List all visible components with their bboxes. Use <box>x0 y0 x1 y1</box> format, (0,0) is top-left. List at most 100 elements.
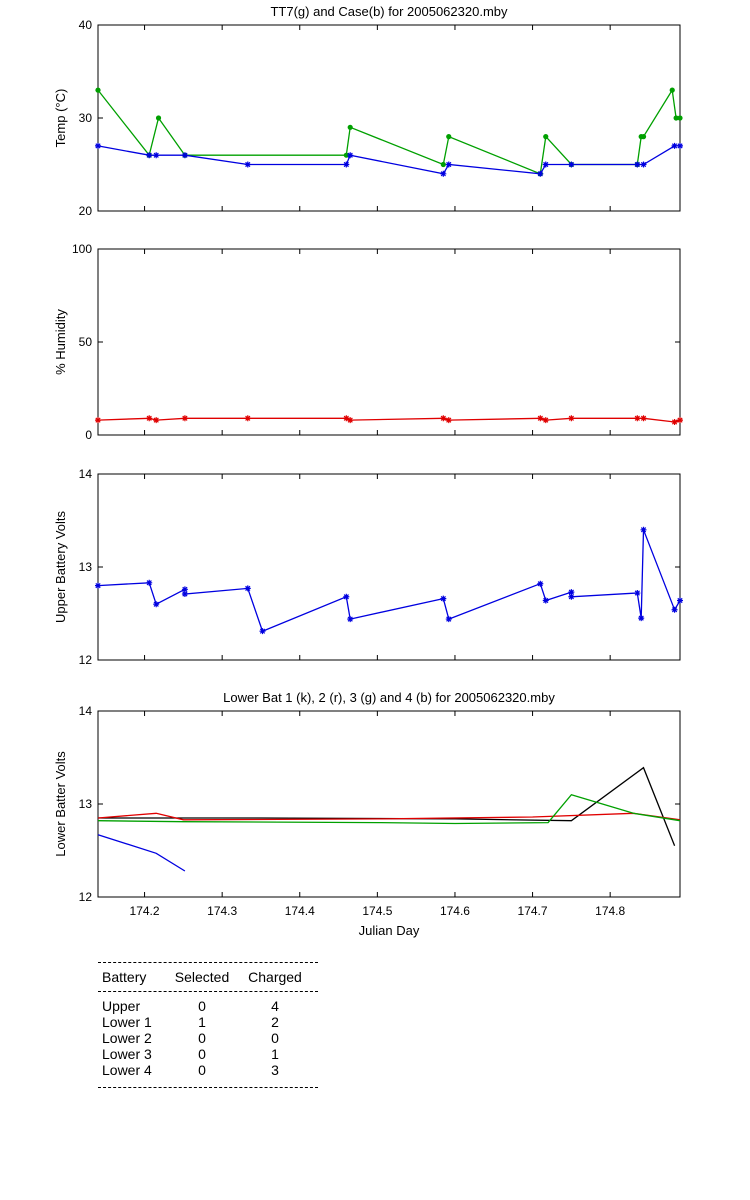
y-tick-label: 12 <box>79 653 93 667</box>
charged-count: 3 <box>271 1062 279 1078</box>
data-point <box>343 152 349 158</box>
data-point <box>677 142 683 149</box>
data-point <box>671 142 678 149</box>
y-axis-label: % Humidity <box>53 309 68 375</box>
data-point <box>95 582 101 589</box>
data-point <box>542 597 549 604</box>
x-tick-label: 174.6 <box>440 904 470 918</box>
data-point <box>343 593 350 600</box>
data-point <box>677 115 683 121</box>
charged-count: 1 <box>271 1046 279 1062</box>
data-point <box>440 595 447 602</box>
data-point <box>440 415 447 422</box>
series-line <box>97 88 680 175</box>
series-line <box>97 793 681 825</box>
y-tick-label: 14 <box>79 467 93 481</box>
table-row: Lower 1 1 2 <box>98 1014 318 1030</box>
y-tick-label: 0 <box>85 428 92 442</box>
data-point <box>638 615 645 622</box>
selected-count: 0 <box>198 998 206 1014</box>
data-point <box>537 170 544 177</box>
data-point <box>640 161 647 168</box>
table-bottom-rule <box>98 1087 318 1088</box>
data-point <box>537 415 544 422</box>
y-axis-label: Upper Battery Volts <box>53 511 68 623</box>
series-2 <box>95 142 683 177</box>
selected-count: 1 <box>198 1014 206 1030</box>
header-battery: Battery <box>102 969 147 985</box>
data-point <box>446 134 452 140</box>
data-point <box>543 134 549 140</box>
x-tick-label: 174.8 <box>595 904 625 918</box>
chart-panel-1: 20 30 40 TT7(g) and Case(b) for 2005062320.… <box>53 4 683 218</box>
y-axis-label: Temp (°C) <box>53 89 68 148</box>
battery-stats-table: Battery Selected Charged Upper 0 4 Lower… <box>98 962 318 1088</box>
y-tick-label: 14 <box>79 704 93 718</box>
plot-frame <box>97 710 681 898</box>
y-tick-label: 20 <box>79 204 93 218</box>
header-charged: Charged <box>248 969 302 985</box>
data-point <box>347 417 354 424</box>
x-tick-label: 174.7 <box>518 904 548 918</box>
y-tick-label: 13 <box>79 560 93 574</box>
series-line <box>98 766 676 847</box>
data-point <box>445 616 452 623</box>
plot-frame <box>97 24 681 212</box>
data-point <box>244 585 251 592</box>
table-top-rule <box>98 962 318 963</box>
plot-frame <box>97 248 681 436</box>
data-point <box>146 579 153 586</box>
data-point <box>634 590 641 597</box>
chart-title: TT7(g) and Case(b) for 2005062320.mby <box>270 4 508 19</box>
series-line <box>97 145 680 175</box>
data-point <box>146 152 153 159</box>
series-3 <box>97 793 681 825</box>
x-tick-label: 174.3 <box>207 904 237 918</box>
data-point <box>671 606 678 613</box>
data-point <box>445 417 452 424</box>
y-tick-label: 13 <box>79 797 93 811</box>
header-selected: Selected <box>174 969 230 985</box>
data-point <box>568 415 575 422</box>
data-point <box>153 601 160 608</box>
data-point <box>568 589 575 596</box>
data-point <box>640 415 647 422</box>
x-tick-label: 174.2 <box>130 904 160 918</box>
table-header-row: Battery Selected Charged <box>98 963 318 991</box>
data-point <box>634 161 641 168</box>
data-point <box>347 616 354 623</box>
table-row: Lower 2 0 0 <box>98 1030 318 1046</box>
series-line <box>97 812 681 821</box>
chart-title: Lower Bat 1 (k), 2 (r), 3 (g) and 4 (b) … <box>223 690 555 705</box>
data-point <box>669 87 675 93</box>
data-point <box>568 161 575 168</box>
y-tick-label: 100 <box>72 242 92 256</box>
table-header-rule <box>98 991 318 992</box>
series-1 <box>95 526 683 635</box>
data-point <box>259 628 266 635</box>
data-point <box>181 586 188 593</box>
data-point <box>634 415 641 422</box>
chart-panel-4: 12 13 14 174.2 174.3 174.4 174.5 174.6 174.7 174.… <box>53 690 681 938</box>
series-line <box>97 529 681 633</box>
data-point <box>95 87 101 93</box>
data-point <box>347 152 354 159</box>
data-point <box>181 415 188 422</box>
selected-count: 0 <box>198 1030 206 1046</box>
data-point <box>244 161 251 168</box>
data-point <box>677 597 683 604</box>
charts-figure: 20 30 40 TT7(g) and Case(b) for 2005062320.… <box>53 4 683 938</box>
data-point <box>181 590 188 597</box>
data-point <box>440 161 446 168</box>
plot-frame <box>97 473 681 661</box>
table-row: Lower 3 0 1 <box>98 1046 318 1062</box>
data-point <box>95 417 101 424</box>
data-point <box>181 152 188 159</box>
y-tick-label: 12 <box>79 890 93 904</box>
battery-name: Lower 2 <box>102 1030 152 1046</box>
x-axis-label: Julian Day <box>359 923 420 938</box>
y-tick-label: 30 <box>79 111 93 125</box>
selected-count: 0 <box>198 1062 206 1078</box>
table-row: Lower 4 0 3 <box>98 1062 318 1078</box>
charged-count: 2 <box>271 1014 279 1030</box>
